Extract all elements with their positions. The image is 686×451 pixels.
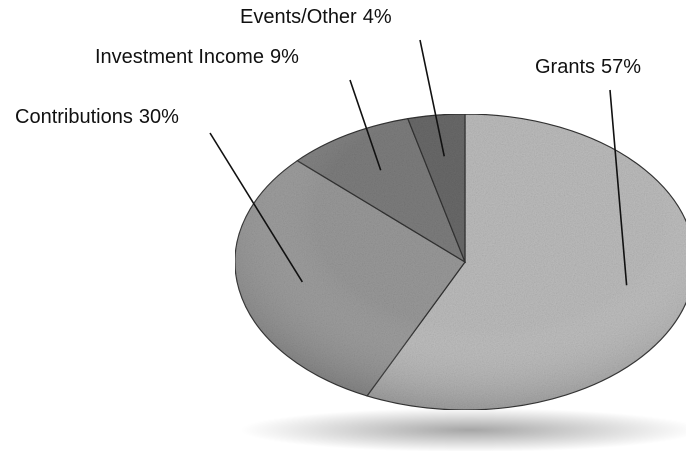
leader-line [209,132,304,283]
category-label: Grants [535,56,595,78]
value-label: 9% [270,46,299,68]
value-label: 4% [363,6,392,28]
slice-label: Contributions 30% [15,106,179,128]
pie [234,113,686,411]
labels: Grants 57% Contributions 30% Investment Inco… [15,6,641,286]
leader-line [419,39,446,157]
category-label: Events/Other [240,6,357,28]
value-label: 30% [139,106,179,128]
slice-label: Grants 57% [535,56,641,78]
value-label: 57% [601,56,641,78]
leader-line [609,89,628,286]
slice-label: Investment Income 9% [95,46,299,68]
category-label: Contributions [15,106,133,128]
shadow [240,408,686,451]
slice-label: Events/Other 4% [240,6,392,28]
category-label: Investment Income [95,46,264,68]
leader-line [349,79,382,171]
